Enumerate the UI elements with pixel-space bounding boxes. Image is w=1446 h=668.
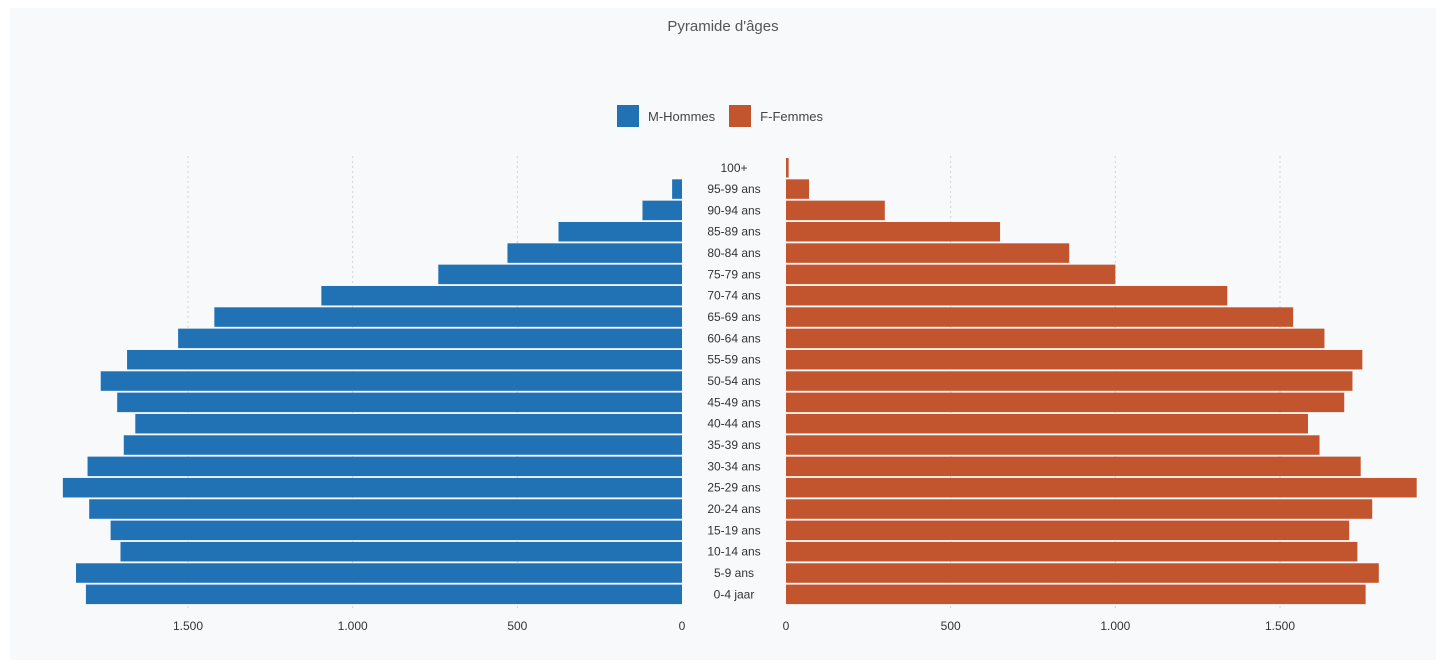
bar-hommes-4	[507, 243, 682, 263]
age-label-0: 100+	[720, 161, 747, 175]
legend-label-femmes[interactable]: F-Femmes	[760, 108, 824, 124]
bar-femmes-5	[786, 264, 1116, 285]
bar-hommes-20	[85, 584, 682, 605]
bar-hommes-10	[100, 371, 682, 391]
age-label-9: 55-59 ans	[707, 353, 760, 367]
bar-hommes-12	[135, 413, 683, 434]
age-label-19: 5-9 ans	[714, 566, 754, 580]
bar-femmes-10	[786, 371, 1353, 391]
bar-hommes-11	[117, 392, 682, 413]
bar-femmes-12	[786, 413, 1308, 434]
bar-hommes-5	[438, 264, 682, 285]
age-label-15: 25-29 ans	[707, 481, 760, 495]
age-label-6: 70-74 ans	[707, 289, 760, 303]
age-label-4: 80-84 ans	[707, 246, 760, 260]
bar-hommes-19	[76, 563, 682, 583]
legend-swatch-femmes[interactable]	[729, 105, 752, 127]
age-label-14: 30-34 ans	[707, 459, 760, 473]
tick-label-left-0: 0	[679, 619, 686, 633]
bar-hommes-6	[321, 285, 682, 306]
bar-hommes-17	[110, 520, 682, 541]
chart-title: Pyramide d'âges	[667, 18, 779, 35]
bar-hommes-8	[178, 328, 682, 349]
bar-femmes-7	[786, 307, 1294, 327]
bar-femmes-0	[786, 158, 789, 178]
bar-hommes-9	[127, 349, 682, 370]
bar-femmes-14	[786, 456, 1361, 477]
age-label-12: 40-44 ans	[707, 417, 760, 431]
age-label-5: 75-79 ans	[707, 267, 760, 281]
age-label-20: 0-4 jaar	[714, 587, 755, 601]
bar-hommes-1	[672, 179, 682, 199]
tick-label-right-3: 1.500	[1265, 619, 1295, 633]
age-label-13: 35-39 ans	[707, 438, 760, 452]
bar-femmes-2	[786, 200, 885, 221]
legend-swatch-hommes[interactable]	[617, 105, 639, 127]
legend-label-hommes[interactable]: M-Hommes	[648, 108, 716, 124]
bar-femmes-15	[786, 477, 1417, 498]
bar-hommes-2	[642, 200, 682, 221]
age-label-17: 15-19 ans	[707, 523, 760, 537]
age-label-3: 85-89 ans	[707, 225, 760, 239]
legend: M-Hommes F-Femmes	[617, 104, 837, 128]
tick-label-right-2: 1.000	[1100, 619, 1130, 633]
bar-femmes-8	[786, 328, 1325, 349]
bar-hommes-3	[558, 221, 682, 242]
bar-femmes-1	[786, 179, 810, 199]
bar-hommes-13	[123, 435, 682, 455]
tick-label-right-0: 0	[783, 619, 790, 633]
age-label-1: 95-99 ans	[707, 182, 760, 196]
bar-hommes-16	[89, 499, 682, 519]
age-label-2: 90-94 ans	[707, 203, 760, 217]
tick-label-left-1: 500	[507, 619, 527, 633]
age-label-11: 45-49 ans	[707, 395, 760, 409]
bar-femmes-11	[786, 392, 1345, 413]
bar-hommes-15	[62, 477, 682, 498]
tick-label-left-3: 1.500	[173, 619, 203, 633]
bar-hommes-14	[87, 456, 682, 477]
bar-femmes-6	[786, 285, 1228, 306]
bar-hommes-7	[214, 307, 682, 327]
tick-label-left-2: 1.000	[338, 619, 368, 633]
age-label-16: 20-24 ans	[707, 502, 760, 516]
bar-hommes-18	[120, 541, 682, 562]
age-label-8: 60-64 ans	[707, 331, 760, 345]
bar-femmes-3	[786, 221, 1001, 242]
bar-femmes-18	[786, 541, 1358, 562]
age-label-10: 50-54 ans	[707, 374, 760, 388]
bar-femmes-13	[786, 435, 1320, 455]
bar-femmes-20	[786, 584, 1366, 605]
bar-femmes-16	[786, 499, 1373, 519]
age-label-7: 65-69 ans	[707, 310, 760, 324]
tick-label-right-1: 500	[941, 619, 961, 633]
bar-femmes-19	[786, 563, 1379, 583]
bar-femmes-9	[786, 349, 1363, 370]
age-label-18: 10-14 ans	[707, 545, 760, 559]
bar-femmes-4	[786, 243, 1070, 263]
bar-femmes-17	[786, 520, 1350, 541]
